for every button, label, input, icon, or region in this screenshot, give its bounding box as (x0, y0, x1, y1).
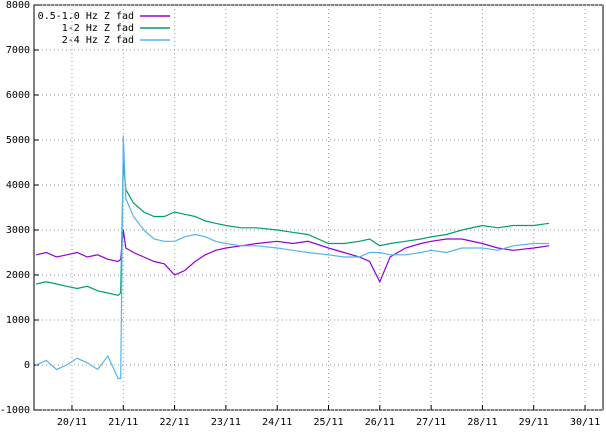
x-tick-label: 24/11 (262, 417, 292, 428)
x-tick-label: 21/11 (108, 417, 138, 428)
legend-label: 2-4 Hz Z fad (62, 35, 134, 46)
y-tick-label: 1000 (6, 315, 30, 326)
series-line (35, 135, 550, 380)
y-tick-label: 6000 (6, 90, 30, 101)
y-tick-label: -1000 (0, 405, 30, 416)
y-tick-label: 8000 (6, 0, 30, 11)
plot-frame (33, 4, 604, 411)
legend-label: 1-2 Hz Z fad (62, 23, 134, 34)
x-tick-label: 28/11 (467, 417, 497, 428)
x-tick-label: 25/11 (313, 417, 343, 428)
y-tick-label: 4000 (6, 180, 30, 191)
y-tick-label: 2000 (6, 270, 30, 281)
x-tick-label: 20/11 (57, 417, 87, 428)
series-line (35, 229, 550, 284)
y-tick-label: 5000 (6, 135, 30, 146)
y-tick-label: 7000 (6, 45, 30, 56)
y-tick-label: 0 (24, 360, 30, 371)
x-tick-label: 27/11 (416, 417, 446, 428)
legend-label: 0.5-1.0 Hz Z fad (38, 11, 134, 22)
y-tick-label: 3000 (6, 225, 30, 236)
x-tick-label: 26/11 (365, 417, 395, 428)
x-tick-label: 22/11 (160, 417, 190, 428)
x-tick-label: 23/11 (211, 417, 241, 428)
x-tick-label: 29/11 (519, 417, 549, 428)
series-line (35, 162, 550, 296)
x-tick-label: 30/11 (570, 417, 600, 428)
